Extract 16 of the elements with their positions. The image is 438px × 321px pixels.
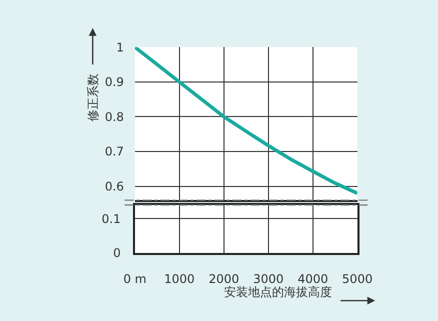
y-tick-label: 0.1 xyxy=(102,212,121,226)
y-tick-label: 0.9 xyxy=(104,75,124,90)
x-tick-label: 5000 xyxy=(342,272,373,286)
y-tick-label: 0.7 xyxy=(104,144,124,159)
y-tick-label: 0.6 xyxy=(104,179,124,194)
line-series xyxy=(134,47,358,195)
x-tick-label: 3000 xyxy=(253,272,284,286)
y-axis-title: 修正系数 xyxy=(86,74,100,122)
y-tick-label: 1 xyxy=(116,40,124,54)
y-tick-label: 0.8 xyxy=(104,110,124,124)
x-tick-label: 4000 xyxy=(298,272,328,286)
y-tick-label: 0 xyxy=(113,246,121,260)
x-axis-title: 安装地点的海拔高度 xyxy=(224,285,332,299)
x-tick-label: 2000 xyxy=(208,272,240,286)
x-tick-label: 0 m xyxy=(123,272,146,286)
x-tick-label: 1000 xyxy=(164,272,195,286)
